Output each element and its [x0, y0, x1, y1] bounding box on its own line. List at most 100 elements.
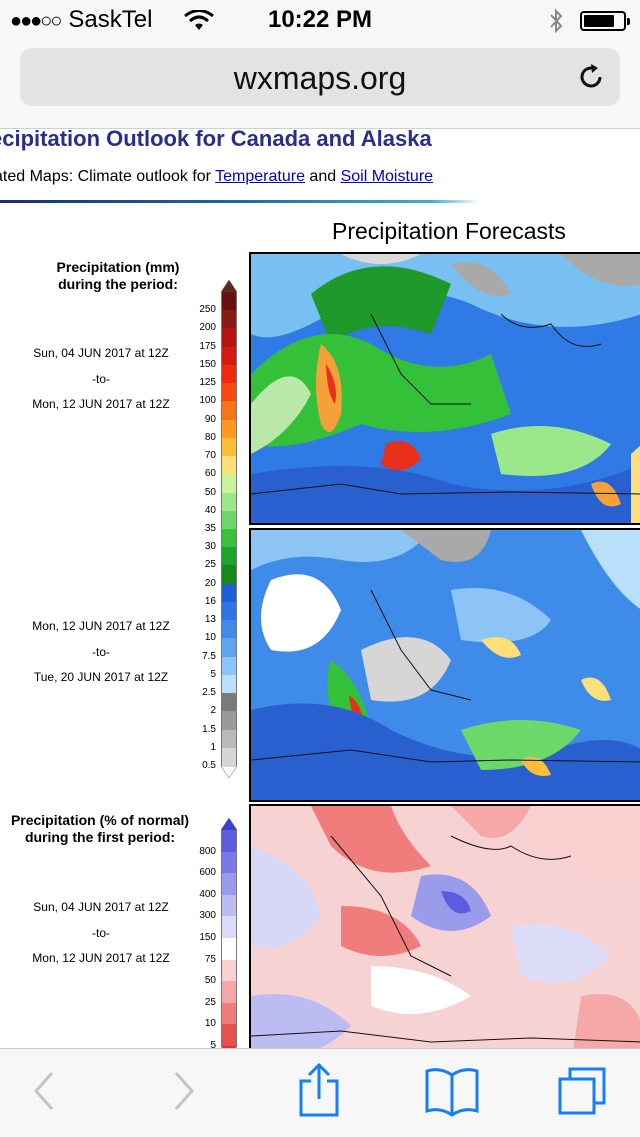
related-prefix: ated Maps: Climate outlook for [0, 168, 216, 185]
carrier-info: ●●●○○ SaskTel [10, 6, 152, 34]
legend-pct-color-step [221, 873, 237, 896]
legend-mm-color-step [221, 419, 237, 439]
legend-pct-color-step [221, 1002, 237, 1025]
legend-pct-color-step [221, 938, 237, 961]
legend-mm-color-step [221, 656, 237, 676]
clock: 10:22 PM [267, 6, 373, 33]
legend-pct-title: Precipitation (% of normal) during the f… [0, 812, 200, 846]
pct-period-start: Sun, 04 JUN 2017 at 12Z [33, 900, 169, 914]
legend-pct-tick-label: 600 [199, 867, 216, 879]
legend-mm-tick-label: 125 [199, 377, 216, 389]
pct-period-sep: -to- [92, 926, 110, 940]
legend-pct-tick-label: 400 [199, 888, 216, 900]
legend-pct-tick-label: 800 [199, 845, 216, 857]
legend-mm-tick-label: 250 [199, 304, 216, 316]
web-page: ecipitation Outlook for Canada and Alask… [0, 128, 640, 1048]
legend-mm-color-step [221, 346, 237, 366]
divider [0, 200, 480, 203]
legend-mm-title-line2: during the period: [58, 276, 178, 292]
legend-mm-tick-label: 1.5 [202, 723, 216, 735]
legend-mm-color-step [221, 328, 237, 348]
signal-strength: ●●●○○ [10, 10, 62, 32]
legend-mm-color-step [221, 747, 237, 767]
forward-icon[interactable] [172, 1069, 196, 1113]
legend-pct-title-line2: during the first period: [24, 829, 176, 845]
legend-mm-tick-label: 200 [199, 322, 216, 334]
carrier-name: SaskTel [68, 6, 153, 33]
reload-icon[interactable] [576, 62, 606, 92]
legend-mm-bottom-arrow [221, 766, 237, 778]
legend-mm-tick-label: 100 [199, 395, 216, 407]
legend-mm-tick-label: 60 [204, 468, 216, 480]
legend-pct-tick-label: 75 [204, 953, 216, 965]
browser-toolbar [0, 1048, 640, 1137]
wifi-icon [184, 10, 214, 30]
legend-mm-colorbar [221, 280, 237, 778]
legend-mm-tick-label: 5 [210, 668, 216, 680]
legend-mm-color-step [221, 474, 237, 494]
legend-pct-top-arrow [221, 818, 237, 830]
temperature-link[interactable]: Temperature [215, 168, 305, 185]
legend-pct-color-step [221, 916, 237, 939]
legend-mm-color-step [221, 456, 237, 475]
legend-mm-tick-label: 50 [204, 486, 216, 498]
legend-mm-tick-label: 2.5 [202, 687, 216, 699]
legend-mm-title: Precipitation (mm) during the period: [18, 259, 218, 293]
status-bar: ●●●○○ SaskTel 10:22 PM [0, 0, 640, 40]
legend-mm-tick-label: 20 [204, 577, 216, 589]
legend-mm-tick-label: 2 [210, 705, 216, 717]
legend-mm-tick-label: 150 [199, 358, 216, 370]
url-text[interactable]: wxmaps.org [233, 60, 407, 96]
pct-period-end: Mon, 12 JUN 2017 at 12Z [32, 951, 170, 965]
bluetooth-icon [550, 8, 563, 34]
legend-mm-tick-label: 90 [204, 413, 216, 425]
period1-end: Mon, 12 JUN 2017 at 12Z [32, 397, 170, 411]
legend-mm-color-step [221, 693, 237, 712]
legend-mm-color-step [221, 638, 237, 658]
address-bar[interactable]: wxmaps.org [20, 48, 620, 106]
period2-start: Mon, 12 JUN 2017 at 12Z [32, 619, 170, 633]
battery-icon [580, 11, 630, 31]
legend-mm-color-step [221, 292, 237, 311]
bookmarks-icon[interactable] [424, 1067, 480, 1117]
legend-pct-color-step [221, 1024, 237, 1047]
legend-mm-tick-label: 10 [204, 632, 216, 644]
legend-mm-color-step [221, 310, 237, 329]
legend-mm-ticks: 250 200 175 150 125 100 90 80 70 60 50 40 35 30 25 20 16… [180, 292, 216, 771]
legend-pct-title-line1: Precipitation (% of normal) [10, 812, 190, 828]
legend-mm-tick-label: 16 [204, 595, 216, 607]
soil-moisture-link[interactable]: Soil Moisture [340, 168, 434, 185]
legend-mm-color-step [221, 547, 237, 566]
legend-mm-tick-label: 80 [204, 431, 216, 443]
legend-mm-tick-label: 25 [204, 559, 216, 571]
legend-mm-tick-label: 0.5 [202, 760, 216, 771]
legend-pct-color-step [221, 959, 237, 982]
period2-end: Tue, 20 JUN 2017 at 12Z [33, 670, 169, 684]
share-icon[interactable] [296, 1063, 342, 1119]
legend-pct-tick-label: 25 [204, 996, 216, 1008]
legend-mm-top-arrow [221, 280, 237, 292]
legend-pct-bottom-arrow [221, 1046, 237, 1048]
back-icon[interactable] [32, 1069, 56, 1113]
legend-pct-color-step [221, 894, 237, 917]
legend-mm-color-step [221, 364, 237, 384]
period1-sep: -to- [92, 372, 110, 386]
legend-mm-title-line1: Precipitation (mm) [56, 259, 180, 275]
legend-pct-ticks: 800 600 400 300 150 75 50 25 10 5 [180, 840, 216, 1048]
legend-mm-color-step [221, 711, 237, 731]
tabs-icon[interactable] [556, 1065, 608, 1117]
forecast-heading: Precipitation Forecasts [332, 218, 566, 244]
legend-mm-tick-label: 35 [204, 523, 216, 534]
browser-address-area: wxmaps.org [0, 40, 640, 129]
legend-mm-color-step [221, 510, 237, 530]
legend-pct-color-step [221, 981, 237, 1004]
period1-start: Sun, 04 JUN 2017 at 12Z [33, 346, 169, 360]
legend-mm-color-step [221, 529, 237, 548]
legend-pct-tick-label: 50 [204, 975, 216, 987]
legend-mm-color-step [221, 383, 237, 402]
legend-mm-tick-label: 40 [204, 504, 216, 516]
legend-mm-tick-label: 30 [204, 541, 216, 553]
legend-pct-colorbar [221, 818, 237, 1048]
legend-mm-color-step [221, 601, 237, 621]
legend-mm-color-step [221, 620, 237, 639]
